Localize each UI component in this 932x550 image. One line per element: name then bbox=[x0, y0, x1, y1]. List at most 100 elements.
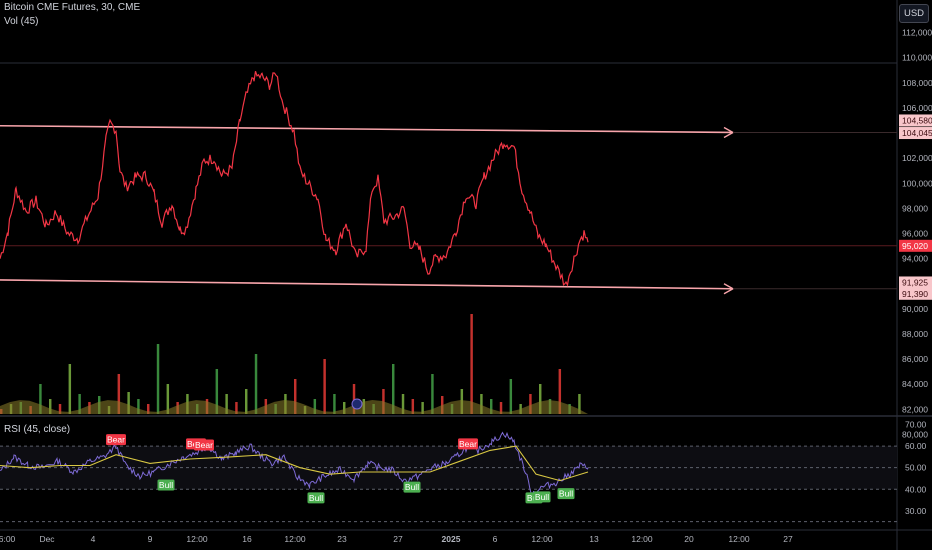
time-axis-tick: 13 bbox=[589, 534, 599, 544]
volume-bar bbox=[235, 402, 238, 414]
signal-tag-box bbox=[458, 438, 478, 450]
channel-lower-end-tag: 91,390 bbox=[902, 289, 928, 299]
time-axis-tick: 6 bbox=[493, 534, 498, 544]
currency-button[interactable]: USD bbox=[899, 4, 929, 23]
volume-legend: Vol (45) bbox=[4, 16, 39, 27]
price-axis-tick: 98,000 bbox=[902, 203, 928, 213]
signal-tag-label: Bear bbox=[459, 439, 477, 449]
bull-signal-tag: Bull bbox=[403, 481, 421, 493]
volume-bar bbox=[401, 394, 405, 414]
volume-bar bbox=[215, 369, 219, 414]
time-axis-tick: 23 bbox=[337, 534, 347, 544]
price-axis-tick: 86,000 bbox=[902, 354, 928, 364]
volume-bar bbox=[294, 379, 297, 414]
rsi-axis-tick: 40.00 bbox=[905, 484, 927, 494]
rsi-axis-tick: 70.00 bbox=[905, 419, 927, 429]
channel-lower-start-tag: 91,925 bbox=[902, 277, 928, 287]
price-axis-tick: 110,000 bbox=[902, 53, 932, 63]
volume-ma-area bbox=[0, 400, 588, 414]
volume-bar bbox=[431, 374, 434, 414]
price-axis-tick: 88,000 bbox=[902, 329, 928, 339]
volume-bar bbox=[529, 394, 532, 414]
time-axis-tick: 12:00 bbox=[284, 534, 306, 544]
price-axis-tick: 106,000 bbox=[902, 103, 932, 113]
volume-bar bbox=[137, 399, 140, 414]
price-axis-tick: 100,000 bbox=[902, 178, 932, 188]
time-axis-tick: 27 bbox=[783, 534, 793, 544]
time-axis-tick: 2025 bbox=[442, 534, 461, 544]
volume-bar bbox=[558, 369, 562, 414]
volume-bar bbox=[421, 402, 424, 414]
rsi-band bbox=[0, 446, 897, 490]
rsi-axis-tick: 30.00 bbox=[905, 506, 927, 516]
time-axis-tick: 12:00 bbox=[631, 534, 653, 544]
bull-signal-tag: Bull bbox=[557, 488, 575, 500]
time-axis-tick: Dec bbox=[39, 534, 55, 544]
price-axis-tick: 94,000 bbox=[902, 254, 928, 264]
signal-tag-box bbox=[533, 491, 551, 503]
signal-tag-box bbox=[403, 481, 421, 493]
volume-bar bbox=[509, 379, 513, 414]
signal-tag-box bbox=[106, 434, 126, 446]
volume-bar bbox=[539, 384, 542, 414]
last-price-tag-box bbox=[899, 239, 932, 252]
time-axis-tick: 6:00 bbox=[0, 534, 16, 544]
signal-tag-label: Bull bbox=[405, 482, 419, 492]
volume-bar bbox=[333, 394, 336, 414]
volume-bar bbox=[156, 344, 160, 414]
channel-lower-start-tag-box bbox=[899, 276, 932, 289]
volume-bar bbox=[323, 359, 326, 414]
volume-bar bbox=[470, 314, 473, 414]
bear-signal-tag: Bear bbox=[194, 439, 214, 451]
volume-bar bbox=[58, 404, 62, 414]
signal-tag-box bbox=[194, 439, 214, 451]
price-axis-tick: 108,000 bbox=[902, 78, 932, 88]
volume-bar bbox=[578, 394, 581, 414]
price-series-line bbox=[0, 71, 589, 287]
volume-bar bbox=[490, 399, 493, 414]
volume-bar bbox=[166, 384, 170, 414]
volume-bar bbox=[49, 399, 52, 414]
channel-lower-end-tag-box bbox=[899, 287, 932, 300]
time-axis-tick: 16 bbox=[242, 534, 252, 544]
volume-bar bbox=[313, 399, 317, 414]
rsi-axis-tick: 50.00 bbox=[905, 463, 927, 473]
channel-upper-end-tag: 104,045 bbox=[902, 128, 932, 138]
signal-tag-box bbox=[557, 488, 575, 500]
bull-signal-tag: Bull bbox=[157, 479, 175, 491]
channel-lower-line bbox=[0, 279, 733, 290]
rsi-line bbox=[0, 431, 589, 497]
rsi-legend: RSI (45, close) bbox=[4, 424, 71, 435]
volume-bar bbox=[39, 384, 42, 414]
signal-tag-box bbox=[307, 492, 325, 504]
rsi-axis-tick: 60.00 bbox=[905, 441, 927, 451]
time-axis-tick: 12:00 bbox=[531, 534, 553, 544]
signal-tag-label: Bull bbox=[559, 489, 573, 499]
time-axis-tick: 12:00 bbox=[186, 534, 208, 544]
volume-bar bbox=[352, 384, 356, 414]
volume-bar bbox=[499, 402, 503, 414]
volume-bar bbox=[245, 389, 248, 414]
volume-bar bbox=[411, 399, 415, 414]
price-axis-tick: 96,000 bbox=[902, 229, 928, 239]
volume-bar bbox=[480, 394, 483, 414]
price-axis-tick: 82,000 bbox=[902, 404, 928, 414]
signal-tag-label: Bear bbox=[195, 440, 213, 450]
time-axis-tick: 12:00 bbox=[728, 534, 750, 544]
time-axis-tick: 27 bbox=[393, 534, 403, 544]
price-axis-tick: 80,000 bbox=[902, 429, 928, 439]
signal-tag-label: Bull bbox=[309, 493, 323, 503]
signal-tag-box bbox=[157, 479, 175, 491]
symbol-title: Bitcoin CME Futures, 30, CME bbox=[4, 2, 141, 13]
time-axis-tick: 4 bbox=[91, 534, 96, 544]
volume-bar bbox=[392, 364, 395, 414]
price-axis-tick: 90,000 bbox=[902, 304, 928, 314]
signal-tag-label: Bull bbox=[535, 492, 549, 502]
bear-signal-tag: Bear bbox=[458, 438, 478, 450]
last-price-tag: 95,020 bbox=[902, 241, 928, 251]
volume-bar bbox=[127, 392, 130, 414]
volume-bar bbox=[254, 354, 258, 414]
time-axis-tick: 20 bbox=[684, 534, 694, 544]
bull-signal-tag: Bull bbox=[307, 492, 325, 504]
